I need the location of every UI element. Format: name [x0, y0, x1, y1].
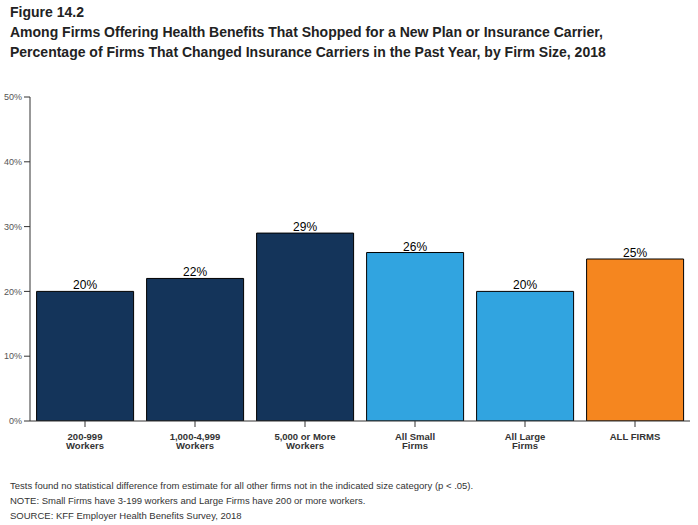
svg-text:200-999Workers: 200-999Workers [66, 431, 104, 452]
svg-text:22%: 22% [183, 265, 207, 279]
svg-text:ALL FIRMS: ALL FIRMS [610, 431, 661, 442]
html-text:NOTE: Small Firms have 3-199 w: NOTE: Small Firms have 3-199 workers and… [10, 495, 366, 506]
svg-text:20%: 20% [8, 287, 22, 297]
svg-text:26%: 26% [403, 240, 427, 254]
svg-text:20%: 20% [73, 278, 97, 292]
html-text:SOURCE: KFF Employer Health Be: SOURCE: KFF Employer Health Benefits Sur… [10, 510, 242, 521]
html-text:Tests found no statistical dif: Tests found no statistical difference fr… [10, 480, 474, 491]
html-text:Percentage of Firms That Chang: Percentage of Firms That Changed Insuran… [10, 44, 606, 60]
svg-text:10%: 10% [8, 351, 22, 361]
html-text:Among Firms Offering Health Be: Among Firms Offering Health Benefits Tha… [10, 24, 603, 40]
svg-text:50%: 50% [8, 92, 22, 102]
svg-text:0%: 0% [9, 416, 22, 426]
svg-text:29%: 29% [293, 220, 317, 234]
svg-text:25%: 25% [623, 246, 647, 260]
svg-text:20%: 20% [513, 278, 537, 292]
svg-text:1,000-4,999Workers: 1,000-4,999Workers [170, 431, 221, 452]
svg-text:30%: 30% [8, 222, 22, 232]
svg-text:5,000 or MoreWorkers: 5,000 or MoreWorkers [274, 431, 335, 452]
svg-text:All SmallFirms: All SmallFirms [395, 431, 435, 452]
html-text:Figure 14.2: Figure 14.2 [10, 4, 84, 20]
svg-text:40%: 40% [8, 157, 22, 167]
svg-text:All LargeFirms: All LargeFirms [505, 431, 546, 452]
